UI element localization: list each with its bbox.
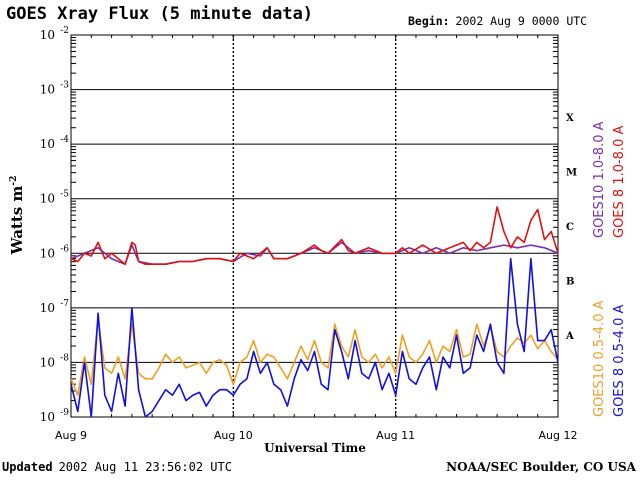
flare-class-label: X xyxy=(566,113,574,124)
y-tick-label-exponent: -6 xyxy=(60,244,69,254)
flare-class-label: A xyxy=(565,331,574,342)
y-tick-label-exponent: -2 xyxy=(60,26,69,36)
y-tick-label: 10 xyxy=(40,83,55,97)
updated-value: 2002 Aug 11 23:56:02 UTC xyxy=(58,460,232,474)
updated-label: Updated xyxy=(2,460,53,474)
y-tick-label: 10 xyxy=(40,137,55,151)
begin-label: Begin: xyxy=(408,14,450,28)
y-tick-label: 10 xyxy=(40,192,55,206)
y-tick-label-exponent: -4 xyxy=(60,135,69,145)
chart-title: GOES Xray Flux (5 minute data) xyxy=(6,4,314,24)
legend-entry: GOES 8 1.0-8.0 A xyxy=(612,125,627,238)
y-tick-label-exponent: -3 xyxy=(60,81,69,91)
legend-entry: GOES10 0.5-4.0 A xyxy=(592,300,607,417)
x-tick-label: Aug 12 xyxy=(539,429,578,442)
y-tick-label: 10 xyxy=(40,246,55,260)
series-line xyxy=(71,257,558,417)
x-tick-label: Aug 9 xyxy=(55,429,87,442)
y-tick-label-exponent: -7 xyxy=(60,299,69,309)
flare-class-label: B xyxy=(566,277,574,288)
series-line xyxy=(71,206,558,266)
y-tick-label: 10 xyxy=(40,28,55,42)
y-tick-label-exponent: -9 xyxy=(60,408,69,418)
plot-frame xyxy=(70,34,559,418)
y-tick-label-exponent: -8 xyxy=(60,353,69,363)
y-tick-label: 10 xyxy=(40,410,55,424)
begin-value: 2002 Aug 9 0000 UTC xyxy=(455,14,588,28)
flare-class-label: C xyxy=(566,222,574,233)
y-tick-label-exponent: -5 xyxy=(60,190,69,200)
begin-time: Begin: 2002 Aug 9 0000 UTC xyxy=(408,14,587,28)
updated-time: Updated 2002 Aug 11 23:56:02 UTC xyxy=(2,460,232,474)
credit-text: NOAA/SEC Boulder, CO USA xyxy=(446,460,636,474)
y-tick-label: 10 xyxy=(40,301,55,315)
x-axis-label: Universal Time xyxy=(264,441,366,455)
x-tick-label: Aug 11 xyxy=(376,429,415,442)
series-line xyxy=(71,317,558,397)
flare-class-label: M xyxy=(566,167,577,178)
x-tick-label: Aug 10 xyxy=(214,429,253,442)
legend-entry: GOES 8 0.5-4.0 A xyxy=(612,304,627,417)
legend-entry: GOES10 1.0-8.0 A xyxy=(592,121,607,238)
y-tick-label: 10 xyxy=(40,355,55,369)
